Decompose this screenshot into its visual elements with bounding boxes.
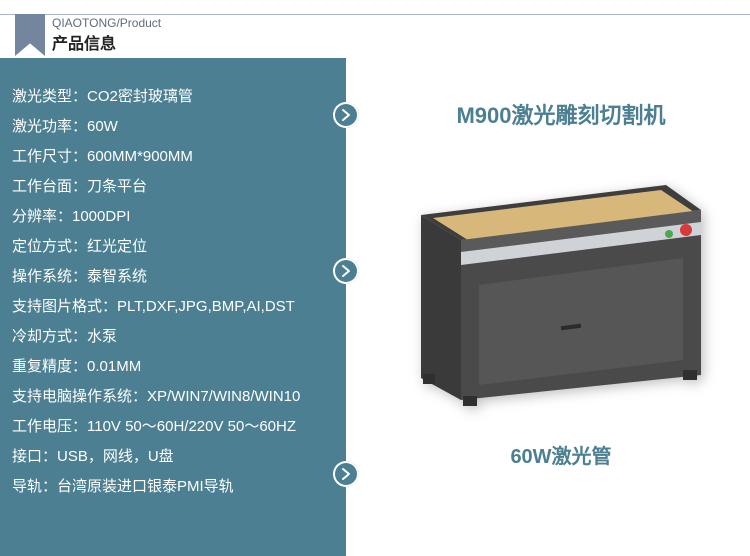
spec-line: 支持图片格式：PLT,DXF,JPG,BMP,AI,DST	[12, 292, 338, 322]
product-image	[391, 150, 731, 410]
spec-line: 冷却方式：水泵	[12, 322, 338, 352]
spec-line: 操作系统：泰智系统	[12, 262, 338, 292]
right-column: M900激光雕刻切割机	[372, 58, 750, 556]
specs-panel: 激光类型：CO2密封玻璃管 激光功率：60W 工作尺寸：600MM*900MM …	[0, 58, 346, 556]
product-title: M900激光雕刻切割机	[382, 98, 740, 130]
spec-line: 工作电压：110V 50～60H/220V 50～60HZ	[12, 412, 338, 442]
header-text: QIAOTONG/Product 产品信息	[48, 16, 165, 54]
spec-line: 重复精度：0.01MM	[12, 352, 338, 382]
spec-line: 工作尺寸：600MM*900MM	[12, 142, 338, 172]
main-content: 激光类型：CO2密封玻璃管 激光功率：60W 工作尺寸：600MM*900MM …	[0, 58, 750, 556]
header-divider	[0, 14, 750, 15]
spec-line: 分辨率：1000DPI	[12, 202, 338, 232]
arrow-right-icon	[333, 258, 359, 284]
section-header: QIAOTONG/Product 产品信息	[0, 0, 750, 52]
header-cn: 产品信息	[52, 30, 161, 54]
spec-line: 定位方式：红光定位	[12, 232, 338, 262]
spec-line: 激光功率：60W	[12, 112, 338, 142]
spec-line: 接口：USB，网线，U盘	[12, 442, 338, 472]
ribbon-icon	[15, 14, 45, 56]
arrow-right-icon	[333, 461, 359, 487]
header-en: QIAOTONG/Product	[52, 16, 161, 30]
spec-line: 工作台面：刀条平台	[12, 172, 338, 202]
arrow-column	[346, 58, 372, 556]
spec-line: 导轨：台湾原装进口银泰PMI导轨	[12, 472, 338, 502]
sub-title: 60W激光管	[382, 440, 740, 469]
arrow-right-icon	[333, 102, 359, 128]
spec-line: 激光类型：CO2密封玻璃管	[12, 82, 338, 112]
spec-line: 支持电脑操作系统：XP/WIN7/WIN8/WIN10	[12, 382, 338, 412]
